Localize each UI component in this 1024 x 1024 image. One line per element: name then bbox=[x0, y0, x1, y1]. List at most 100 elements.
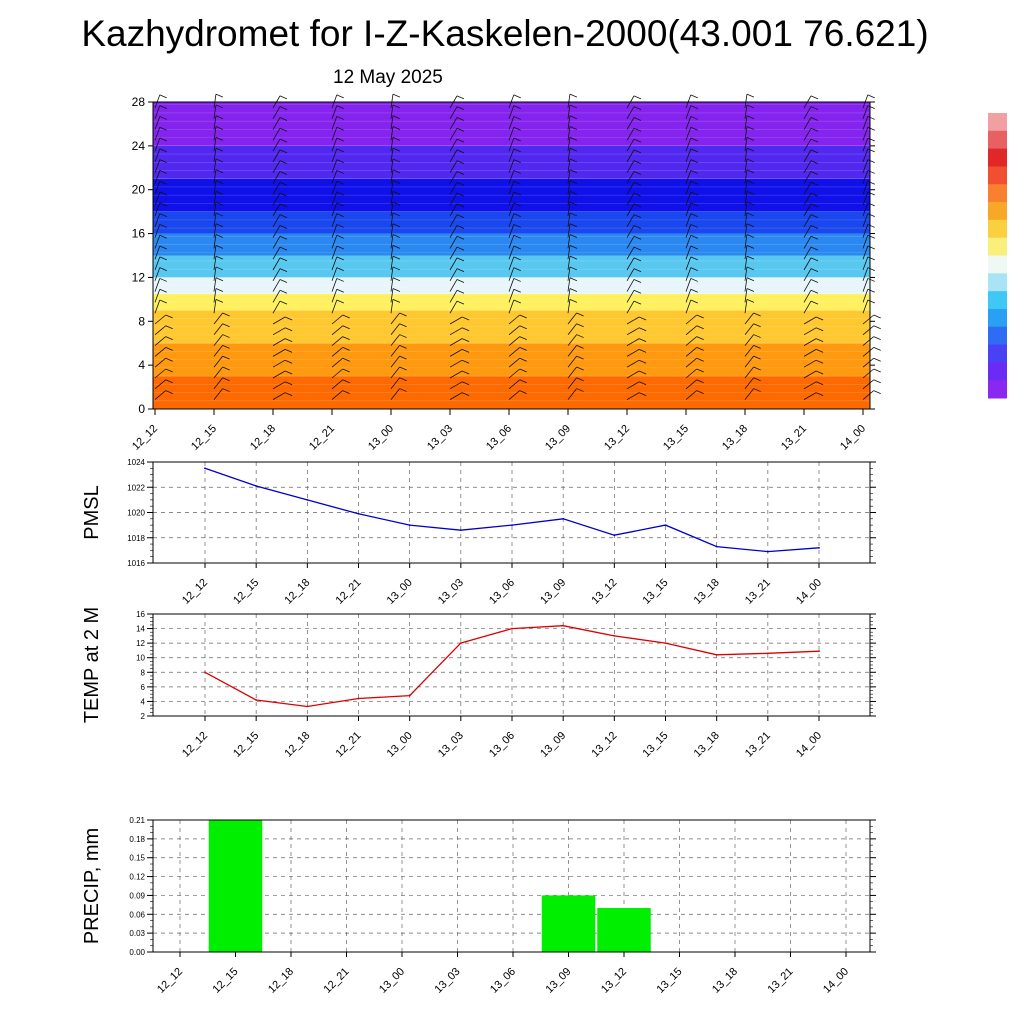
wind-barb-shaft bbox=[213, 245, 217, 260]
wind-barb-flag bbox=[810, 257, 819, 262]
wind-barb-shaft bbox=[744, 334, 754, 346]
wind-barb-flag bbox=[867, 213, 875, 218]
wind-barb-flag bbox=[279, 268, 288, 273]
wind-barb-shaft bbox=[213, 388, 223, 400]
x-tick-label: 13_18 bbox=[692, 577, 722, 607]
wind-barb-flag bbox=[867, 126, 875, 131]
wind-barb-shaft bbox=[390, 223, 394, 238]
series-point bbox=[408, 524, 411, 527]
wind-barb-shaft bbox=[508, 224, 515, 238]
wind-barb-shaft bbox=[331, 289, 338, 303]
wind-barb-shaft bbox=[626, 370, 640, 379]
wind-barb-flag bbox=[873, 325, 881, 330]
wind-barb-shaft bbox=[449, 246, 458, 260]
wind-barb-flag bbox=[753, 345, 761, 349]
wind-barb-flag bbox=[873, 390, 881, 394]
wind-barb-shaft bbox=[508, 299, 515, 314]
wind-barb-flag bbox=[569, 115, 578, 120]
wind-barb-shaft bbox=[331, 267, 338, 281]
wind-barb-flag bbox=[690, 180, 698, 185]
wind-barb-flag bbox=[690, 94, 698, 99]
precip-bar bbox=[597, 908, 651, 952]
wind-barb-flag bbox=[279, 171, 288, 175]
x-tick-label: 13_03 bbox=[425, 423, 455, 453]
wind-barb-shaft bbox=[685, 278, 692, 292]
wind-barb-shaft bbox=[154, 278, 161, 292]
wind-barb-shaft bbox=[744, 299, 748, 314]
y-tick-label: 6 bbox=[141, 683, 146, 692]
wind-barb-shaft bbox=[744, 256, 748, 271]
plot-background bbox=[153, 614, 870, 716]
wind-barb-shaft bbox=[508, 314, 520, 325]
wind-barb-shaft bbox=[331, 181, 338, 195]
wind-barb-shaft bbox=[626, 214, 635, 228]
wind-barb-shaft bbox=[508, 159, 515, 173]
wind-barb-flag bbox=[399, 323, 407, 328]
wind-barb-flag bbox=[215, 158, 224, 163]
wind-barb-shaft bbox=[272, 203, 281, 217]
x-tick-label: 14_00 bbox=[838, 423, 868, 453]
colorbar-swatch bbox=[988, 237, 1007, 256]
series-point bbox=[357, 697, 360, 700]
wind-barb-shaft bbox=[567, 366, 577, 379]
wind-barb-flag bbox=[159, 224, 167, 228]
wind-barb-flag bbox=[638, 359, 647, 364]
wind-barb-shaft bbox=[567, 202, 571, 217]
wind-barb-flag bbox=[633, 138, 642, 143]
wind-barb-flag bbox=[633, 225, 642, 229]
wind-barb-flag bbox=[810, 268, 819, 273]
wind-barb-flag bbox=[576, 323, 584, 328]
y-tick-label: 4 bbox=[138, 358, 145, 372]
wind-barb-flag bbox=[690, 202, 698, 207]
wind-barb-flag bbox=[633, 257, 642, 262]
series-point bbox=[562, 517, 565, 520]
wind-barb-shaft bbox=[862, 191, 869, 206]
wind-barb-flag bbox=[746, 180, 755, 184]
wind-barb-flag bbox=[519, 379, 527, 384]
y-tick-label: 0.06 bbox=[129, 910, 145, 919]
wind-barb-flag bbox=[867, 288, 875, 293]
wind-barb-shaft bbox=[803, 236, 812, 249]
wind-barb-shaft bbox=[390, 169, 394, 184]
x-tick-label: 13_18 bbox=[720, 423, 750, 453]
chart-title: Kazhydromet for I-Z-Kaskelen-2000(43.001… bbox=[81, 13, 929, 54]
temp-panel: 2 4 6 8 10 12 14 16 12_12 12_15 12_18 12_21 13_00 13_… bbox=[81, 607, 876, 760]
wind-barb-shaft bbox=[862, 357, 874, 368]
wind-barb-shaft bbox=[626, 182, 635, 195]
wind-barb-flag bbox=[456, 181, 465, 186]
series-point bbox=[766, 652, 769, 655]
x-tick-label: 12_12 bbox=[180, 730, 210, 760]
wind-barb-shaft bbox=[331, 256, 338, 271]
wind-barb-shaft bbox=[213, 312, 223, 325]
wind-barb-flag bbox=[690, 245, 698, 250]
wind-barb-shaft bbox=[449, 117, 458, 130]
wind-barb-flag bbox=[392, 104, 401, 109]
wind-barb-shaft bbox=[449, 149, 458, 163]
wind-barb-flag bbox=[815, 392, 824, 396]
wind-barb-shaft bbox=[803, 392, 817, 400]
wind-barb-flag bbox=[690, 288, 698, 293]
wind-barb-shaft bbox=[862, 127, 869, 141]
y-axis-label: PRECIP, mm bbox=[81, 828, 103, 944]
wind-barb-flag bbox=[746, 298, 755, 303]
wind-barb-shaft bbox=[685, 224, 692, 238]
wind-barb-shaft bbox=[390, 148, 394, 163]
wind-barb-flag bbox=[456, 257, 465, 262]
series-point bbox=[204, 467, 206, 470]
colorbar-swatch bbox=[988, 326, 1007, 346]
wind-barb-shaft bbox=[626, 225, 635, 238]
wind-barb-shaft bbox=[272, 338, 286, 346]
wind-barb-flag bbox=[336, 94, 344, 99]
wind-barb-flag bbox=[342, 368, 350, 373]
wind-barb-flag bbox=[513, 245, 521, 250]
wind-barb-flag bbox=[633, 171, 642, 175]
wind-barb-flag bbox=[336, 191, 344, 196]
wind-barb-flag bbox=[461, 327, 470, 332]
wind-barb-flag bbox=[867, 105, 875, 110]
wind-barb-flag bbox=[159, 170, 167, 174]
wind-barb-shaft bbox=[803, 214, 812, 228]
wind-barb-flag bbox=[753, 388, 761, 392]
wind-barb-shaft bbox=[685, 181, 692, 195]
wind-barb-flag bbox=[810, 225, 819, 229]
wind-barb-shaft bbox=[331, 116, 338, 130]
